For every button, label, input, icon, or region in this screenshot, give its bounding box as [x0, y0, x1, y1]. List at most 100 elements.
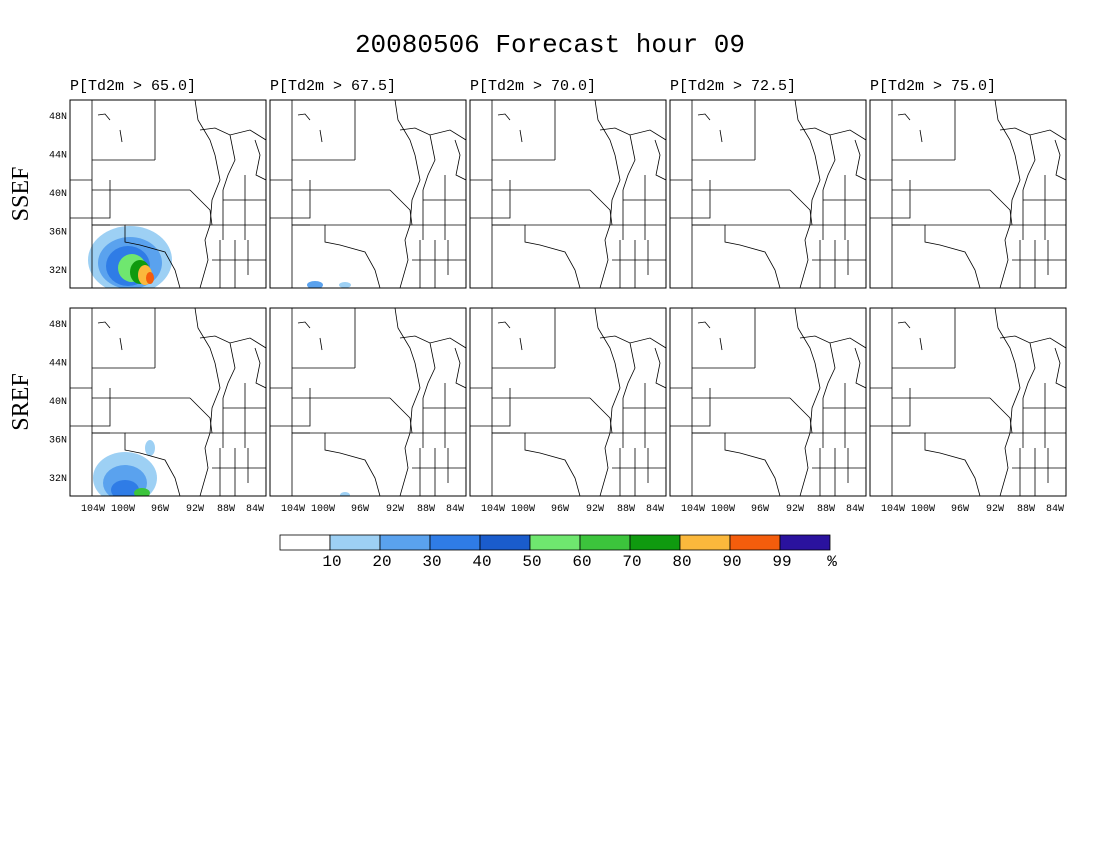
- map-panel: [269, 307, 467, 497]
- state-border: [599, 127, 666, 141]
- lon-label: 88W: [1017, 504, 1035, 515]
- colorbar-swatch: [379, 534, 431, 551]
- state-border: [399, 154, 421, 288]
- state-border: [470, 180, 511, 219]
- panel-title: P[Td2m > 75.0]: [870, 78, 996, 95]
- state-border: [691, 432, 710, 496]
- panel-frame: [69, 99, 267, 289]
- state-border: [822, 342, 836, 399]
- state-border: [654, 139, 666, 181]
- state-border: [854, 139, 866, 181]
- lon-label: 88W: [817, 504, 835, 515]
- state-border: [492, 224, 581, 288]
- state-border: [199, 335, 266, 349]
- state-border: [389, 189, 413, 226]
- state-border: [319, 337, 323, 351]
- lon-label: 100W: [711, 504, 735, 515]
- state-border: [799, 335, 866, 349]
- state-border: [892, 432, 981, 496]
- state-border: [491, 224, 510, 288]
- state-border: [599, 362, 621, 496]
- state-border: [1054, 139, 1066, 181]
- state-border: [199, 362, 221, 496]
- state-border: [594, 308, 616, 364]
- state-border: [492, 432, 581, 496]
- state-border: [891, 432, 910, 496]
- lon-label: 100W: [311, 504, 335, 515]
- lon-label: 88W: [417, 504, 435, 515]
- state-border: [654, 347, 666, 389]
- probability-area: [134, 488, 150, 496]
- lon-label: 104W: [681, 504, 705, 515]
- map-panel: [469, 99, 667, 289]
- state-border: [794, 100, 816, 156]
- figure-title: 20080506 Forecast hour 09: [355, 30, 745, 60]
- state-border: [919, 337, 923, 351]
- panel-frame: [869, 99, 1067, 289]
- lon-label: 96W: [951, 504, 969, 515]
- colorbar-swatch: [529, 534, 581, 551]
- state-border: [270, 180, 311, 219]
- colorbar-label: 60: [572, 553, 591, 571]
- state-border: [297, 113, 311, 121]
- lon-label: 104W: [881, 504, 905, 515]
- state-border: [292, 224, 381, 288]
- state-border: [297, 321, 311, 329]
- state-border: [422, 134, 436, 191]
- state-border: [892, 224, 981, 288]
- lon-label: 100W: [511, 504, 535, 515]
- state-border: [399, 335, 466, 349]
- lon-label: 84W: [446, 504, 464, 515]
- colorbar-swatch: [329, 534, 381, 551]
- state-border: [670, 180, 711, 219]
- state-border: [270, 388, 311, 427]
- map-content: [470, 308, 666, 496]
- state-border: [519, 337, 523, 351]
- map-content: [670, 100, 866, 288]
- state-border: [999, 127, 1066, 141]
- state-border: [519, 129, 523, 143]
- state-border: [319, 129, 323, 143]
- colorbar-label: 40: [472, 553, 491, 571]
- lon-label: 96W: [151, 504, 169, 515]
- state-border: [697, 113, 711, 121]
- colorbar-swatch: [629, 534, 681, 551]
- lat-label: 48N: [49, 320, 67, 331]
- map-content: [70, 100, 266, 288]
- state-border: [999, 154, 1021, 288]
- state-border: [119, 129, 123, 143]
- probability-area: [146, 272, 154, 284]
- probability-area: [145, 440, 155, 456]
- state-border: [399, 362, 421, 496]
- map-panel: [869, 99, 1067, 289]
- state-border: [1022, 342, 1036, 399]
- colorbar-swatch: [729, 534, 781, 551]
- state-border: [491, 432, 510, 496]
- state-border: [989, 189, 1013, 226]
- lon-label: 92W: [586, 504, 604, 515]
- lat-label: 44N: [49, 359, 67, 370]
- state-border: [870, 180, 911, 219]
- state-border: [719, 337, 723, 351]
- lon-label: 84W: [646, 504, 664, 515]
- state-border: [822, 134, 836, 191]
- lon-label: 96W: [351, 504, 369, 515]
- state-border: [119, 337, 123, 351]
- map-panel: [869, 307, 1067, 497]
- state-border: [194, 308, 216, 364]
- colorbar-label: 20: [372, 553, 391, 571]
- state-border: [870, 388, 911, 427]
- state-border: [594, 100, 616, 156]
- state-border: [897, 321, 911, 329]
- state-border: [589, 397, 613, 434]
- state-border: [799, 362, 821, 496]
- lon-label: 100W: [111, 504, 135, 515]
- state-border: [254, 347, 266, 389]
- colorbar-swatch: [779, 534, 831, 551]
- state-border: [199, 154, 221, 288]
- colorbar-swatch: [679, 534, 731, 551]
- state-border: [789, 189, 813, 226]
- state-border: [222, 342, 236, 399]
- state-border: [470, 388, 511, 427]
- lat-label: 36N: [49, 228, 67, 239]
